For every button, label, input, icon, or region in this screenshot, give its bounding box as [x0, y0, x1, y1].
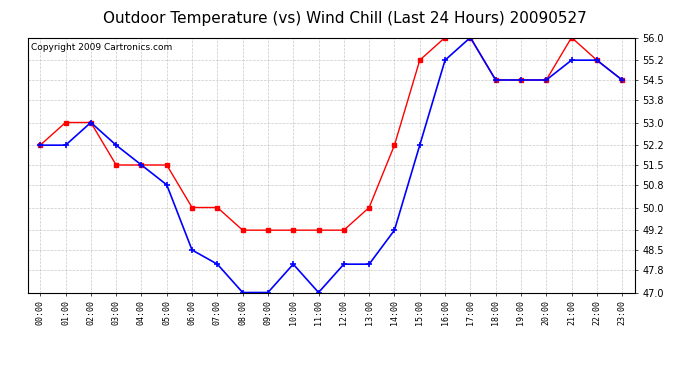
Text: Copyright 2009 Cartronics.com: Copyright 2009 Cartronics.com: [30, 43, 172, 52]
Text: Outdoor Temperature (vs) Wind Chill (Last 24 Hours) 20090527: Outdoor Temperature (vs) Wind Chill (Las…: [103, 11, 587, 26]
